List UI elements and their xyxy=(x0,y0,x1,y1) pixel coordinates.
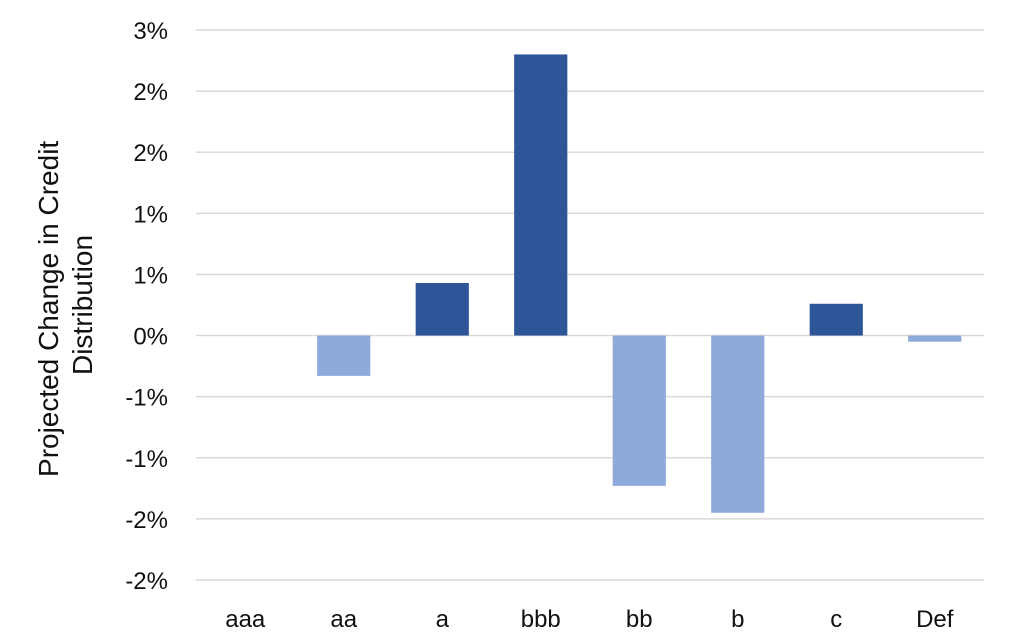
x-tick-label: bb xyxy=(626,606,653,633)
x-tick-label: b xyxy=(731,606,744,633)
y-tick-label: -2% xyxy=(125,568,168,595)
y-axis-title-line-1: Projected Change in Credit xyxy=(33,141,64,477)
y-tick-label: 2% xyxy=(133,140,168,167)
x-tick-label: c xyxy=(830,606,842,633)
y-axis-title-line-2: Distribution xyxy=(67,235,98,375)
y-tick-label: -1% xyxy=(125,446,168,473)
x-tick-label: bbb xyxy=(521,606,561,633)
bar-b xyxy=(711,335,765,513)
y-tick-label: 1% xyxy=(133,201,168,228)
bar-a xyxy=(415,283,469,336)
x-tick-label: aaa xyxy=(225,606,266,633)
y-tick-label: 3% xyxy=(133,18,168,45)
y-tick-label: 1% xyxy=(133,262,168,289)
gridlines xyxy=(196,29,984,581)
y-tick-label: -1% xyxy=(125,385,168,412)
x-axis-tick-labels: aaa aa a bbb bb b c Def xyxy=(225,606,954,633)
bar-aa xyxy=(317,335,371,376)
y-tick-label: -2% xyxy=(125,507,168,534)
bar-def xyxy=(908,335,962,342)
y-axis-title: Projected Change in Credit Distribution xyxy=(33,133,98,477)
bars xyxy=(317,54,962,513)
x-tick-label: a xyxy=(436,606,450,633)
y-tick-label: 0% xyxy=(133,324,168,351)
y-tick-label: 2% xyxy=(133,79,168,106)
bar-c xyxy=(809,303,863,336)
y-axis-tick-labels: 3% 2% 2% 1% 1% 0% -1% -1% -2% -2% xyxy=(125,18,168,595)
bar-bbb xyxy=(514,54,568,336)
x-tick-label: Def xyxy=(916,606,954,633)
bar-bb xyxy=(612,335,666,486)
x-tick-label: aa xyxy=(330,606,357,633)
